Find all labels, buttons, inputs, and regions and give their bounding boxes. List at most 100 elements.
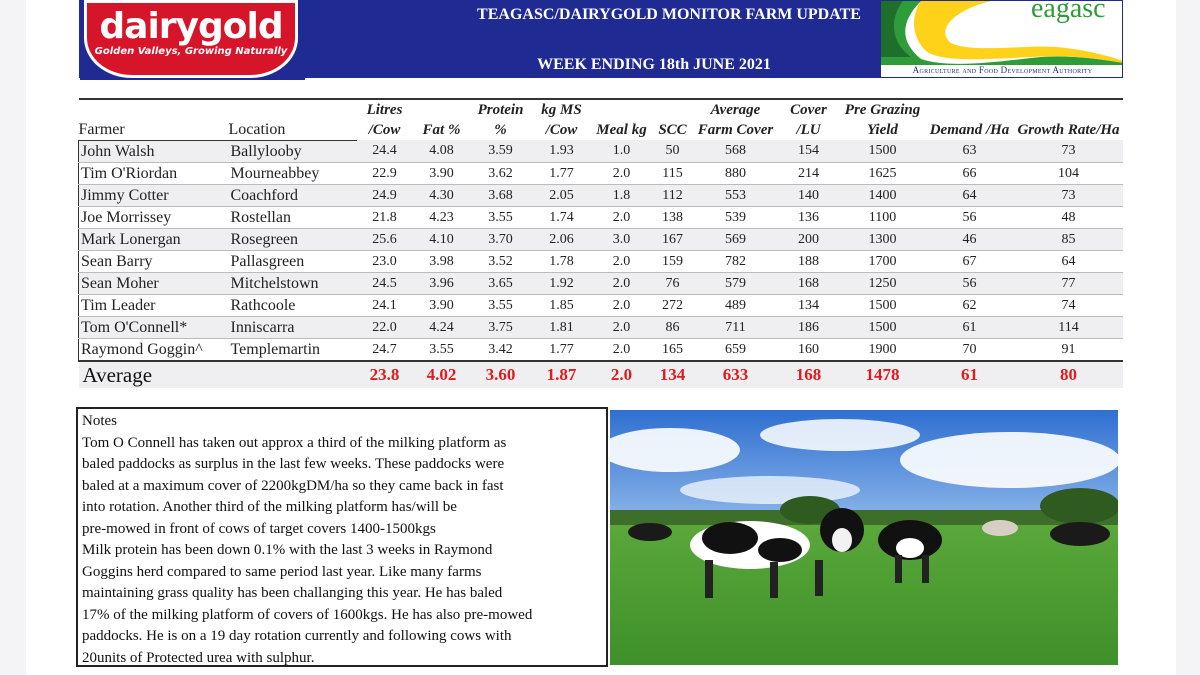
value-cell: 1.85	[530, 294, 593, 317]
value-cell: 24.4	[356, 140, 413, 163]
table-row: Sean Barry Pallasgreen 23.0 3.98 3.52 1.78 2.0…	[78, 250, 1123, 273]
value-cell: 24.9	[356, 184, 413, 207]
farmer-name-cell: Tom O'Connell*	[78, 316, 229, 339]
value-cell: 2.0	[592, 162, 651, 185]
value-cell: 782	[694, 250, 777, 273]
value-cell: 1.0	[592, 140, 651, 163]
value-cell: 70	[924, 338, 1015, 361]
average-cell: 2.0	[592, 359, 651, 388]
farmer-name-cell: Sean Barry	[78, 250, 229, 273]
value-cell: 2.06	[530, 228, 593, 251]
location-cell: Mourneabbey	[228, 162, 357, 185]
value-cell: 4.08	[412, 140, 471, 163]
value-cell: 1500	[840, 140, 925, 163]
value-cell: 4.23	[412, 206, 471, 229]
value-cell: 74	[1014, 294, 1123, 317]
location-cell: Ballylooby	[228, 140, 357, 163]
monitor-farm-table: Farmer Location Litres /Cow Fat % Protei…	[78, 98, 1123, 388]
table-row: Mark Lonergan Rosegreen 25.6 4.10 3.70 2.06 3.…	[78, 228, 1123, 251]
table-row: Raymond Goggin^ Templemartin 24.7 3.55 3.42 1…	[78, 338, 1123, 361]
value-cell: 3.70	[470, 228, 531, 251]
value-cell: 1.78	[530, 250, 593, 273]
value-cell: 61	[924, 316, 1015, 339]
table-row: Tom O'Connell* Inniscarra 22.0 4.24 3.75 1.81…	[78, 316, 1123, 339]
value-cell: 1.77	[530, 338, 593, 361]
value-cell: 1.93	[530, 140, 593, 163]
value-cell: 85	[1014, 228, 1123, 251]
location-cell: Mitchelstown	[228, 272, 357, 295]
value-cell: 56	[924, 272, 1015, 295]
value-cell: 4.10	[412, 228, 471, 251]
average-spacer	[228, 359, 357, 388]
value-cell: 22.9	[356, 162, 413, 185]
average-row: Average 23.8 4.02 3.60 1.87 2.0 134 633 …	[78, 359, 1123, 388]
value-cell: 73	[1014, 140, 1123, 163]
farmer-name-cell: Tim Leader	[78, 294, 229, 317]
notes-body: Tom O Connell has taken out approx a thi…	[82, 433, 602, 670]
value-cell: 1700	[840, 250, 925, 273]
value-cell: 200	[776, 228, 841, 251]
value-cell: 1.81	[530, 316, 593, 339]
farmer-name-cell: Mark Lonergan	[78, 228, 229, 251]
location-cell: Inniscarra	[228, 316, 357, 339]
value-cell: 3.52	[470, 250, 531, 273]
value-cell: 154	[776, 140, 841, 163]
notes-line: pre-mowed in front of cows of target cov…	[82, 520, 436, 537]
column-header: Pre Grazing Yield	[840, 99, 925, 140]
value-cell: 272	[650, 294, 695, 317]
value-cell: 136	[776, 206, 841, 229]
value-cell: 1500	[840, 294, 925, 317]
value-cell: 64	[924, 184, 1015, 207]
notes-line: Goggins herd compared to same period las…	[82, 563, 482, 580]
value-cell: 1900	[840, 338, 925, 361]
location-cell: Templemartin	[228, 338, 357, 361]
cows-in-field-image	[610, 410, 1118, 665]
dairygold-wordmark: dairygold	[99, 6, 283, 47]
value-cell: 91	[1014, 338, 1123, 361]
value-cell: 140	[776, 184, 841, 207]
column-header: Demand /Ha	[924, 99, 1015, 140]
average-cell: 61	[924, 359, 1015, 388]
dairygold-tagline: Golden Valleys, Growing Naturally	[94, 46, 288, 57]
dairygold-logo-oval	[84, 0, 298, 78]
value-cell: 186	[776, 316, 841, 339]
cow-group	[628, 508, 1110, 598]
value-cell: 579	[694, 272, 777, 295]
value-cell: 1625	[840, 162, 925, 185]
value-cell: 1.74	[530, 206, 593, 229]
value-cell: 46	[924, 228, 1015, 251]
value-cell: 138	[650, 206, 695, 229]
value-cell: 2.0	[592, 316, 651, 339]
value-cell: 21.8	[356, 206, 413, 229]
value-cell: 4.30	[412, 184, 471, 207]
value-cell: 3.55	[412, 338, 471, 361]
value-cell: 25.6	[356, 228, 413, 251]
average-cell: 168	[776, 359, 841, 388]
notes-line: into rotation. Another third of the milk…	[82, 499, 457, 515]
value-cell: 168	[776, 272, 841, 295]
value-cell: 659	[694, 338, 777, 361]
value-cell: 3.42	[470, 338, 531, 361]
location-cell: Coachford	[228, 184, 357, 207]
value-cell: 3.90	[412, 294, 471, 317]
column-header: kg MS /Cow	[530, 99, 593, 140]
value-cell: 114	[1014, 316, 1123, 339]
column-header: Meal kg	[592, 99, 651, 140]
value-cell: 1400	[840, 184, 925, 207]
value-cell: 2.0	[592, 250, 651, 273]
column-header: Fat %	[412, 99, 471, 140]
value-cell: 1100	[840, 206, 925, 229]
location-cell: Rathcoole	[228, 294, 357, 317]
value-cell: 167	[650, 228, 695, 251]
column-header: Average Farm Cover	[694, 99, 777, 140]
value-cell: 880	[694, 162, 777, 185]
farmer-name-cell: Jimmy Cotter	[78, 184, 229, 207]
value-cell: 3.62	[470, 162, 531, 185]
column-header: Location	[228, 99, 357, 141]
column-header: SCC	[650, 99, 695, 140]
value-cell: 1250	[840, 272, 925, 295]
teagasc-logo-graphic: eagasc	[881, 1, 1122, 65]
notes-line: 20units of Protected urea with sulphur.	[82, 649, 315, 666]
table-row: Sean Moher Mitchelstown 24.5 3.96 3.65 1.92 2.…	[78, 272, 1123, 295]
value-cell: 3.59	[470, 140, 531, 163]
